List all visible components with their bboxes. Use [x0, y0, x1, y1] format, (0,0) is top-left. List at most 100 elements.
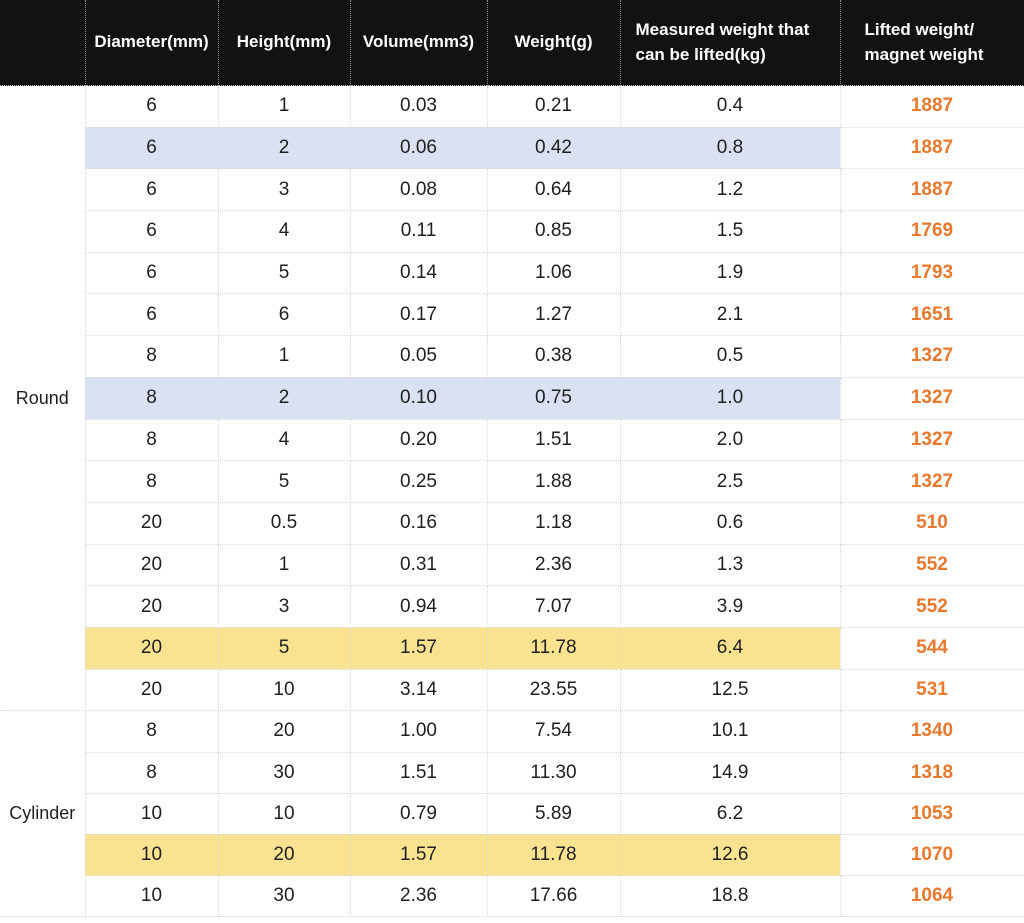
col-header-measured-lift: Measured weight that can be lifted(kg): [620, 0, 841, 86]
data-cell: 20: [85, 585, 219, 628]
data-cell: 11.78: [487, 834, 621, 877]
data-cell: 4: [218, 210, 351, 253]
data-cell: 1.57: [350, 834, 488, 877]
table-row: 20 1 0.31 2.36 1.3 552: [0, 544, 1024, 587]
data-cell: 1.57: [350, 627, 488, 670]
data-cell: 7.54: [487, 710, 621, 753]
lift-ratio-cell: 544: [840, 627, 1024, 670]
data-cell: 2: [218, 377, 351, 420]
data-cell: 2.5: [620, 460, 841, 503]
data-cell: 5: [218, 627, 351, 670]
data-cell: 3.14: [350, 669, 488, 712]
data-cell: 8: [85, 710, 219, 753]
table-row: 6 3 0.08 0.64 1.2 1887: [0, 168, 1024, 212]
lift-ratio-cell: 1327: [840, 419, 1024, 462]
table-row: 10 10 0.79 5.89 6.2 1053: [0, 793, 1024, 835]
data-cell: 1.51: [487, 419, 621, 462]
data-cell: 11.78: [487, 627, 621, 670]
data-cell: 0.06: [350, 127, 488, 170]
data-cell: 12.6: [620, 834, 841, 877]
data-cell: 0.5: [218, 502, 351, 545]
col-header-diameter: Diameter(mm): [85, 0, 219, 86]
data-cell: 8: [85, 377, 219, 420]
data-cell: 1.27: [487, 293, 621, 337]
data-cell: 0.85: [487, 210, 621, 253]
data-cell: 0.5: [620, 335, 841, 378]
data-cell: 18.8: [620, 875, 841, 918]
data-cell: 20: [218, 710, 351, 753]
data-cell: 6: [85, 210, 219, 253]
data-cell: 2.1: [620, 293, 841, 337]
col-header-height: Height(mm): [218, 0, 351, 86]
data-cell: 6.4: [620, 627, 841, 670]
table-row: 20 0.5 0.16 1.18 0.6 510: [0, 502, 1024, 545]
data-cell: 3: [218, 585, 351, 628]
table-row: 6 5 0.14 1.06 1.9 1793: [0, 252, 1024, 295]
data-cell: 0.05: [350, 335, 488, 378]
table-row: 6 2 0.06 0.42 0.8 1887: [0, 127, 1024, 170]
data-cell: 20: [85, 544, 219, 587]
data-cell: 1.00: [350, 710, 488, 753]
table-row: 6 4 0.11 0.85 1.5 1769: [0, 210, 1024, 253]
data-cell: 3.9: [620, 585, 841, 628]
data-cell: 2.36: [487, 544, 621, 587]
table-row: Cylinder 8 20 1.00 7.54 10.1 1340: [0, 710, 1024, 918]
table-row: Round 6 1 0.03 0.21 0.4 1887: [0, 84, 1024, 712]
data-cell: 10: [85, 834, 219, 877]
corner-cell: [0, 0, 86, 86]
data-cell: 0.6: [620, 502, 841, 545]
data-cell: 1.51: [350, 752, 488, 794]
table-row: 10 20 1.57 11.78 12.6 1070: [0, 834, 1024, 877]
data-cell: 0.31: [350, 544, 488, 587]
table-row: 20 5 1.57 11.78 6.4 544: [0, 627, 1024, 670]
data-cell: 2.36: [350, 875, 488, 918]
table-row: 8 2 0.10 0.75 1.0 1327: [0, 377, 1024, 420]
data-cell: 0.42: [487, 127, 621, 170]
table-row: 20 3 0.94 7.07 3.9 552: [0, 585, 1024, 628]
table-body: Round 6 1 0.03 0.21 0.4 1887 6 2 0.06 0.42 0.8 1887 6…: [0, 84, 1024, 918]
lift-ratio-cell: 1327: [840, 460, 1024, 503]
lift-ratio-cell: 1887: [840, 127, 1024, 170]
data-cell: 1.0: [620, 377, 841, 420]
data-cell: 6: [85, 168, 219, 212]
data-cell: 0.03: [350, 85, 488, 128]
data-cell: 1.9: [620, 252, 841, 295]
lift-ratio-cell: 1318: [840, 752, 1024, 794]
data-cell: 2: [218, 127, 351, 170]
table-row: 8 1 0.05 0.38 0.5 1327: [0, 335, 1024, 378]
table-row: 6 6 0.17 1.27 2.1 1651: [0, 293, 1024, 337]
data-cell: 0.10: [350, 377, 488, 420]
data-cell: 0.75: [487, 377, 621, 420]
table-row: 10 30 2.36 17.66 18.8 1064: [0, 875, 1024, 918]
data-cell: 10: [218, 669, 351, 712]
lift-ratio-cell: 1651: [840, 293, 1024, 337]
lift-ratio-cell: 1793: [840, 252, 1024, 295]
data-cell: 10.1: [620, 710, 841, 753]
section-label-round: Round: [0, 84, 86, 712]
data-cell: 12.5: [620, 669, 841, 712]
data-cell: 23.55: [487, 669, 621, 712]
data-cell: 17.66: [487, 875, 621, 918]
data-cell: 10: [85, 793, 219, 835]
col-header-volume: Volume(mm3): [350, 0, 488, 86]
table-row: 8 30 1.51 11.30 14.9 1318: [0, 752, 1024, 794]
data-cell: 6: [85, 252, 219, 295]
data-cell: 30: [218, 875, 351, 918]
data-cell: 0.17: [350, 293, 488, 337]
data-cell: 0.79: [350, 793, 488, 835]
data-cell: 5: [218, 252, 351, 295]
section-label-cylinder: Cylinder: [0, 710, 86, 918]
data-cell: 1.18: [487, 502, 621, 545]
data-cell: 11.30: [487, 752, 621, 794]
data-cell: 1.2: [620, 168, 841, 212]
lift-ratio-cell: 552: [840, 585, 1024, 628]
lift-ratio-cell: 1053: [840, 793, 1024, 835]
data-cell: 6.2: [620, 793, 841, 835]
data-cell: 1.3: [620, 544, 841, 587]
lift-ratio-cell: 1064: [840, 875, 1024, 918]
data-cell: 0.21: [487, 85, 621, 128]
lift-ratio-cell: 1340: [840, 710, 1024, 753]
data-cell: 3: [218, 168, 351, 212]
data-cell: 0.16: [350, 502, 488, 545]
